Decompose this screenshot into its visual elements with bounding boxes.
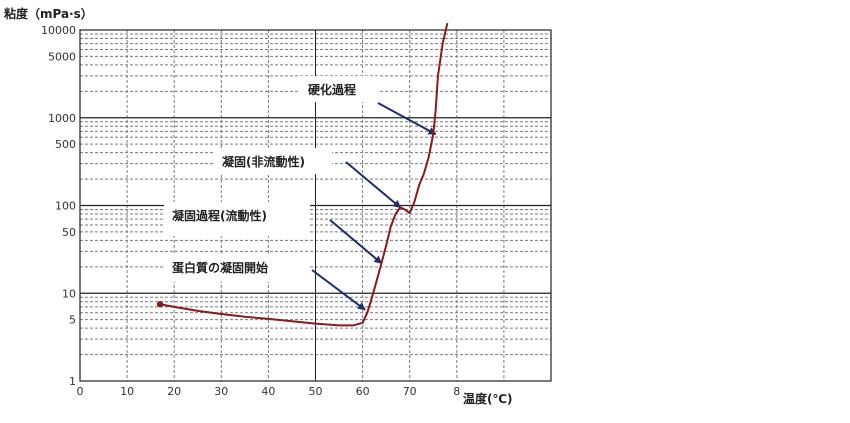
annotation-label: 蛋白質の凝固開始 xyxy=(172,260,268,275)
x-axis-label: 温度(℃) xyxy=(463,391,513,406)
x-tick-labels: 0 10 20 30 40 50 60 70 8 xyxy=(77,385,461,398)
y-tick-label: 10000 xyxy=(41,24,76,37)
x-tick-label: 70 xyxy=(403,385,417,398)
y-tick-label: 500 xyxy=(55,138,76,151)
y-tick-label: 5000 xyxy=(48,50,76,63)
x-tick-label: 40 xyxy=(261,385,275,398)
y-tick-label: 50 xyxy=(62,226,76,239)
series xyxy=(156,22,449,327)
annotation-box xyxy=(164,254,310,282)
annotation-box xyxy=(164,202,310,236)
annotation-box xyxy=(214,148,332,174)
y-tick-label: 100 xyxy=(55,200,76,213)
x-tick-label: 50 xyxy=(309,385,323,398)
y-axis-label: 粘度（mPa·s） xyxy=(4,6,93,21)
plot-frame xyxy=(79,29,552,382)
x-tick-label: 30 xyxy=(214,385,228,398)
annotation-label: 凝固過程(流動性) xyxy=(172,208,267,223)
x-tick-label: 60 xyxy=(356,385,370,398)
x-tick-label: 0 xyxy=(77,385,84,398)
annotation-arrow xyxy=(345,161,402,209)
annotation-arrow xyxy=(377,102,437,136)
start-point-marker xyxy=(156,301,164,308)
annotation-label: 硬化過程 xyxy=(308,82,356,97)
x-tick-label: 20 xyxy=(167,385,181,398)
annotation-label: 凝固(非流動性) xyxy=(222,154,305,169)
x-tick-label: 10 xyxy=(120,385,134,398)
y-tick-label: 1000 xyxy=(48,112,76,125)
annotation-arrow xyxy=(311,269,366,311)
annotation-box xyxy=(300,76,378,102)
y-tick-labels: 1 5 10 50 100 500 1000 5000 10000 xyxy=(41,24,76,388)
y-tick-label: 5 xyxy=(69,314,76,327)
y-tick-label: 10 xyxy=(62,287,76,300)
series-line xyxy=(159,22,449,327)
x-tick-label: 8 xyxy=(453,385,460,398)
y-tick-label: 1 xyxy=(69,375,76,388)
annotation-arrow xyxy=(329,219,383,264)
